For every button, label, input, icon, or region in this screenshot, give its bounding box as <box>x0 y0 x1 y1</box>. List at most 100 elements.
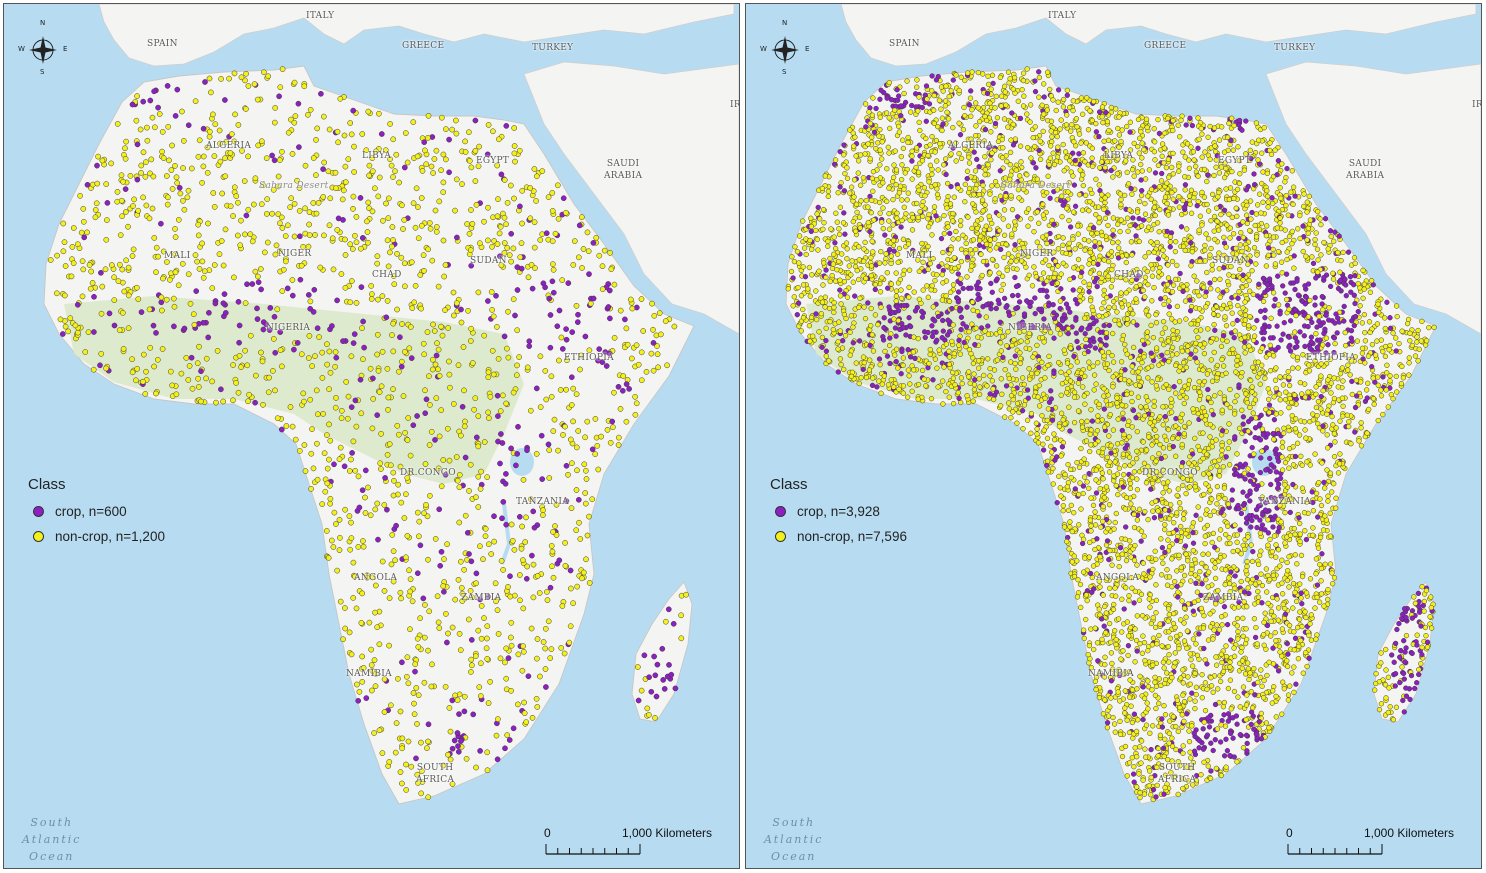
non-crop-point <box>527 185 534 191</box>
non-crop-point <box>477 486 484 492</box>
non-crop-point <box>567 623 574 630</box>
non-crop-point <box>509 537 516 544</box>
non-crop-point <box>138 170 144 176</box>
non-crop-point <box>481 332 488 339</box>
non-crop-point <box>565 471 571 478</box>
non-crop-point <box>1273 714 1279 720</box>
non-crop-point <box>549 548 556 555</box>
non-crop-point <box>899 162 905 168</box>
crop-point <box>437 562 444 569</box>
non-crop-point <box>658 331 664 338</box>
non-crop-point <box>231 70 238 77</box>
non-crop-point <box>478 660 484 667</box>
non-crop-point <box>459 590 466 597</box>
non-crop-point <box>643 368 650 375</box>
crop-point <box>1297 329 1303 335</box>
non-crop-point <box>473 201 480 208</box>
non-crop-point <box>1313 556 1320 562</box>
non-crop-point <box>300 390 307 397</box>
non-crop-point <box>1174 351 1180 357</box>
non-crop-point <box>1119 127 1125 133</box>
non-crop-point <box>1156 632 1162 639</box>
non-crop-point <box>563 386 569 393</box>
non-crop-point <box>1261 677 1267 684</box>
non-crop-point <box>377 460 384 467</box>
non-crop-point <box>972 168 979 174</box>
non-crop-point <box>831 304 837 311</box>
non-crop-point <box>185 377 192 383</box>
crop-point <box>1308 334 1315 340</box>
crop-point <box>546 295 553 302</box>
non-crop-point <box>218 238 225 244</box>
non-crop-point <box>1234 393 1240 399</box>
non-crop-point <box>516 354 522 360</box>
crop-point <box>523 575 530 582</box>
crop-point <box>574 319 581 325</box>
non-crop-point <box>584 418 591 425</box>
non-crop-point <box>489 347 496 354</box>
crop-point <box>1086 289 1092 295</box>
non-crop-point <box>399 202 405 209</box>
non-crop-point <box>366 162 373 169</box>
crop-point <box>294 340 301 346</box>
label-south-atlantic-ocean: South Atlantic Ocean <box>22 816 82 863</box>
non-crop-point <box>598 433 604 440</box>
non-crop-point <box>1265 542 1271 548</box>
crop-point <box>1184 711 1190 717</box>
non-crop-point <box>1224 401 1230 407</box>
non-crop-point <box>440 151 447 158</box>
non-crop-point <box>277 220 283 227</box>
non-crop-point <box>1137 794 1143 801</box>
non-crop-point <box>368 687 375 694</box>
non-crop-point <box>1127 485 1134 492</box>
non-crop-point <box>390 548 397 555</box>
non-crop-point <box>678 612 684 619</box>
non-crop-point <box>1149 273 1156 279</box>
crop-point <box>514 264 521 270</box>
non-crop-point <box>84 229 90 236</box>
non-crop-point <box>834 219 840 225</box>
non-crop-point <box>305 111 311 118</box>
non-crop-point <box>372 185 378 192</box>
crop-point <box>1130 215 1136 221</box>
non-crop-point <box>1066 546 1072 552</box>
crop-point <box>543 684 549 690</box>
crop-point <box>563 498 570 504</box>
label-nigeria: NIGERIA <box>266 323 311 333</box>
non-crop-point <box>367 365 374 372</box>
non-crop-point <box>500 567 506 573</box>
crop-point <box>950 145 956 151</box>
non-crop-point <box>562 423 568 430</box>
non-crop-point <box>492 580 499 587</box>
non-crop-point <box>558 645 565 651</box>
crop-point <box>823 348 830 354</box>
crop-point <box>503 521 510 528</box>
non-crop-point <box>1119 440 1125 446</box>
non-crop-point <box>873 145 879 152</box>
crop-point <box>1050 302 1056 308</box>
non-crop-point <box>1286 382 1293 389</box>
non-crop-point <box>279 288 286 294</box>
crop-point <box>972 377 978 383</box>
non-crop-point <box>650 326 656 333</box>
non-crop-point <box>1058 369 1064 375</box>
non-crop-point <box>1101 138 1107 144</box>
non-crop-point <box>424 745 430 751</box>
scale-distance-label: 1,000 Kilometers <box>622 826 713 840</box>
crop-point <box>260 326 267 333</box>
non-crop-point <box>1160 422 1166 428</box>
crop-point <box>1204 661 1210 667</box>
crop-point <box>641 652 648 659</box>
non-crop-point <box>175 216 182 223</box>
non-crop-point <box>946 348 952 354</box>
non-crop-point <box>98 310 105 317</box>
non-crop-point <box>371 730 377 736</box>
non-crop-point <box>119 266 126 273</box>
non-crop-point <box>473 764 479 771</box>
crop-point <box>254 316 261 322</box>
crop-point <box>1234 721 1240 727</box>
non-crop-point <box>1116 465 1123 471</box>
non-crop-point <box>1128 501 1134 507</box>
non-crop-point <box>119 310 126 316</box>
crop-point <box>340 217 346 223</box>
